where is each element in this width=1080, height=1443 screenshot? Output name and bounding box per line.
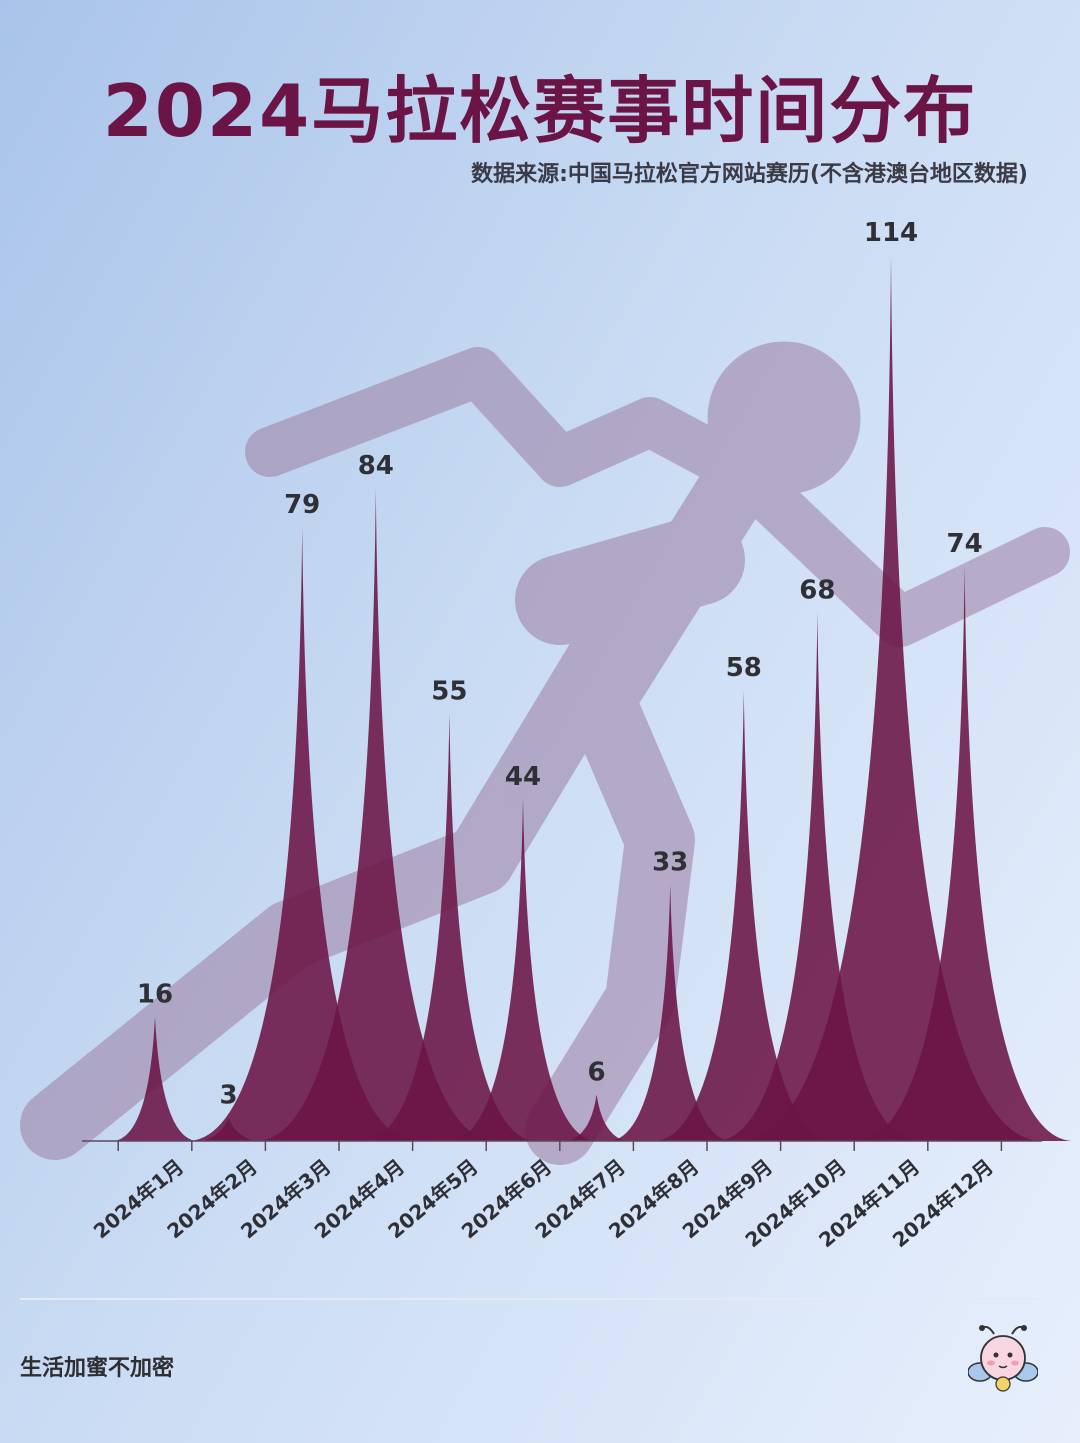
peak-5 xyxy=(364,713,535,1141)
footer-divider xyxy=(20,1298,1040,1300)
bee-mascot-icon xyxy=(968,1325,1038,1392)
value-label-3: 79 xyxy=(284,490,320,520)
value-label-7: 6 xyxy=(588,1057,606,1087)
value-label-1: 16 xyxy=(137,980,173,1010)
peak-11 xyxy=(741,255,1041,1141)
source-note: 数据来源:中国马拉松官方网站赛历(不含港澳台地区数据) xyxy=(471,162,1028,187)
value-label-5: 55 xyxy=(431,677,467,707)
value-label-12: 74 xyxy=(947,529,983,559)
value-label-2: 3 xyxy=(220,1081,238,1111)
value-label-9: 58 xyxy=(726,653,762,683)
value-label-6: 44 xyxy=(505,762,541,792)
value-label-4: 84 xyxy=(358,451,394,481)
peak-4 xyxy=(257,488,495,1141)
peak-10 xyxy=(717,612,918,1141)
peak-12 xyxy=(857,565,1072,1141)
peak-6 xyxy=(450,799,596,1141)
value-label-8: 33 xyxy=(652,848,688,878)
peak-1 xyxy=(114,1016,196,1141)
peak-8 xyxy=(610,884,731,1141)
footer-brand: 生活加蜜不加密 xyxy=(20,1356,175,1381)
value-label-11: 114 xyxy=(864,218,918,248)
peak-9 xyxy=(655,690,833,1141)
page-title: 2024马拉松赛事时间分布 xyxy=(102,69,978,153)
peak-3 xyxy=(189,527,416,1141)
value-label-10: 68 xyxy=(799,576,835,606)
peak-7 xyxy=(567,1094,626,1141)
chart: 162024年1月32024年2月792024年3月842024年4月55202… xyxy=(20,218,1072,1252)
